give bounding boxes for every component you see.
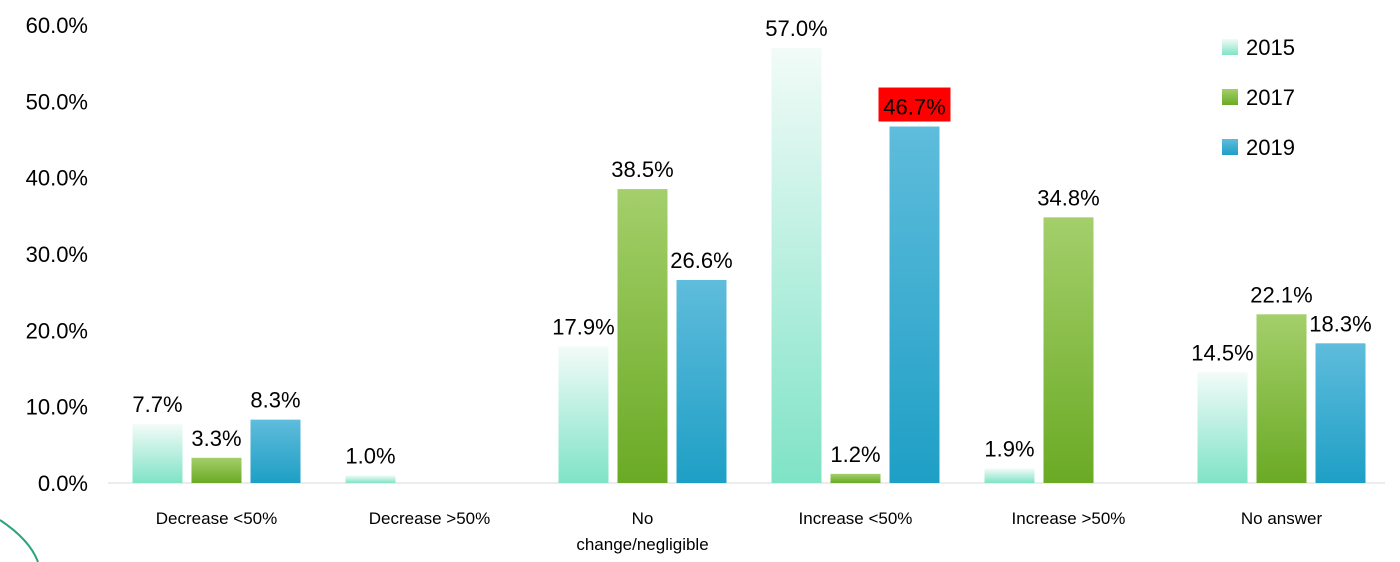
bar: [889, 126, 940, 484]
data-label: 3.3%: [191, 426, 241, 451]
y-tick-label: 50.0%: [26, 89, 88, 114]
legend-swatch: [1222, 139, 1238, 155]
bar: [1197, 372, 1248, 483]
data-label: 57.0%: [765, 16, 827, 41]
bar: [676, 279, 727, 483]
x-category-label: No answer: [1241, 509, 1323, 528]
data-label: 14.5%: [1191, 340, 1253, 365]
bar: [1043, 217, 1094, 484]
bar: [558, 346, 609, 483]
data-label: 26.6%: [670, 248, 732, 273]
y-axis: 0.0% 10.0% 20.0% 30.0% 40.0% 50.0% 60.0%: [26, 13, 1385, 496]
bar: [1256, 314, 1307, 483]
x-category-label: Increase <50%: [799, 509, 913, 528]
data-label: 1.9%: [984, 436, 1034, 461]
bar: [771, 47, 822, 484]
y-tick-label: 10.0%: [26, 395, 88, 420]
legend-swatch: [1222, 39, 1238, 55]
corner-decoration: [0, 519, 39, 562]
bar: [345, 475, 396, 483]
y-tick-label: 40.0%: [26, 166, 88, 191]
x-axis: Decrease <50% Decrease >50% No change/negli…: [156, 509, 1323, 554]
data-label: 34.8%: [1037, 185, 1099, 210]
legend: 2015 2017 2019: [1222, 35, 1295, 160]
bar: [250, 419, 301, 483]
highlight-box: [878, 87, 951, 122]
data-label: 8.3%: [250, 388, 300, 413]
bar: [830, 473, 881, 483]
x-category-label: Decrease <50%: [156, 509, 277, 528]
legend-label: 2015: [1246, 35, 1295, 60]
bar: [1315, 343, 1366, 483]
y-tick-label: 20.0%: [26, 318, 88, 343]
bar: [617, 189, 668, 483]
bar: [191, 457, 242, 483]
x-category-label: Increase >50%: [1012, 509, 1126, 528]
data-label: 22.1%: [1250, 282, 1312, 307]
x-category-label: Decrease >50%: [369, 509, 490, 528]
x-category-label: No change/negligible: [576, 509, 708, 554]
bar: [132, 424, 183, 483]
data-label: 38.5%: [611, 157, 673, 182]
y-tick-label: 60.0%: [26, 13, 88, 38]
legend-swatch: [1222, 89, 1238, 105]
data-label: 1.2%: [830, 442, 880, 467]
data-label: 46.7%: [883, 95, 945, 120]
data-label: 18.3%: [1309, 311, 1371, 336]
y-tick-label: 0.0%: [38, 471, 88, 496]
y-tick-label: 30.0%: [26, 242, 88, 267]
data-label: 17.9%: [552, 314, 614, 339]
data-label: 7.7%: [132, 392, 182, 417]
data-labels: 7.7% 3.3% 8.3% 1.0% 17.9% 38.5% 26.6% 57.0% 1.2%…: [132, 16, 1371, 468]
legend-label: 2017: [1246, 85, 1295, 110]
data-label: 1.0%: [345, 443, 395, 468]
bars: [132, 47, 1366, 484]
legend-label: 2019: [1246, 135, 1295, 160]
bar: [984, 468, 1035, 483]
